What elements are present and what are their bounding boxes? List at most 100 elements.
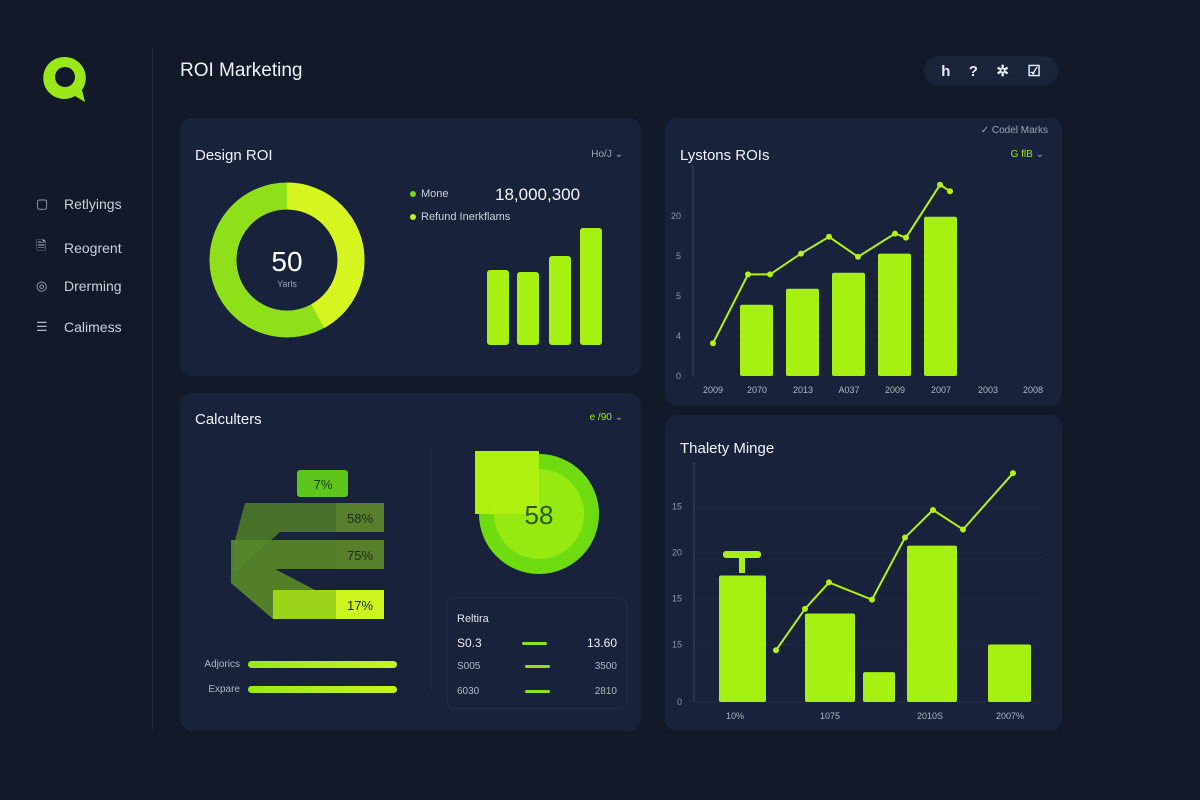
lystons-roi-card: ✓ Codel Marks Lystons ROIs G flB ⌄ 0 4 5 5 2… [665,118,1062,406]
funnel-label: 75% [347,548,373,563]
y-tick-label: 15 [672,502,682,512]
trend-line [712,183,951,344]
mini-bar [487,270,509,345]
x-tick-label: A037 [838,385,859,395]
trend-line [524,690,550,693]
funnel-label: 17% [347,598,373,613]
settings-icon[interactable]: ✲ [996,63,1009,80]
returns-right: 3500 [594,661,617,672]
bar [988,644,1031,702]
funnel-chart: 7% 58% 75% 17% [231,470,384,619]
bar-cap [739,555,745,573]
returns-row: S005 3500 [457,661,617,672]
donut-segment-secondary [209,182,365,338]
data-point [773,647,779,654]
bar [878,253,911,376]
x-tick-label: 2070 [747,385,767,395]
h-icon[interactable]: h [941,62,951,80]
sidebar-item-0[interactable]: ▢ Retlyings [36,196,122,212]
bar [786,288,819,376]
funnel-label: 58% [347,511,373,526]
message-icon[interactable]: ☑ [1027,63,1041,80]
toolbar: h ? ✲ ☑ [924,56,1058,86]
x-tick-label: 2008 [1023,385,1043,395]
page-title: ROI Marketing [180,60,303,81]
help-icon[interactable]: ? [968,62,978,80]
bar-cap [723,551,761,558]
x-tick-label: 2003 [978,385,998,395]
trend-line [775,472,1014,651]
data-point [826,579,832,586]
sidebar-item-label: Retlyings [64,196,122,212]
returns-right: 13.60 [586,636,617,650]
returns-row: 6030 2810 [457,686,617,697]
bar [740,304,773,376]
progress-label: Expare [208,684,240,695]
returns-title: Reltira [457,613,489,625]
data-point [892,230,898,237]
trend-line [525,665,551,668]
donut-label: Yarls [277,279,297,289]
x-tick-label: 2013 [793,385,813,395]
search-circle-icon: ◎ [36,278,48,293]
returns-row: S0.3 13.60 [457,636,617,650]
funnel-step [297,470,348,497]
y-tick-label: 5 [676,251,681,261]
x-tick-label: 1075 [820,711,840,721]
bar [863,672,895,702]
lystons-chart: 0 4 5 5 20 2009 2070 2013 A037 2009 2007 2003 2008 [671,166,1047,395]
sidebar-item-2[interactable]: ◎ Drerming [36,278,122,294]
sidebar-item-1[interactable]: 🗎 Reogrent [36,237,122,259]
x-tick-label: 2009 [885,385,905,395]
sidebar-divider [152,48,153,730]
total-value: 18,000,300 [495,185,581,204]
logo-icon [43,56,86,102]
trend-line [521,641,547,645]
list-icon: ☰ [36,319,48,334]
card-title: Design ROI [195,147,273,164]
thalety-card: Thalety Minge 0 15 15 20 15 10% 1075 2010S 2007% [665,415,1062,731]
progress-row: Adjorics [198,659,397,670]
mini-bar-chart [487,228,602,345]
bar [719,575,766,702]
period-dropdown[interactable]: Ho/J ⌄ [591,149,623,160]
data-point [798,250,804,257]
pie-chart: 58 [475,451,599,574]
data-point [937,181,943,188]
x-tick-label: 2010S [917,711,943,721]
progress-label: Adjorics [204,659,240,670]
progress-bar [248,686,397,693]
filter-dropdown[interactable]: e /90 ⌄ [589,412,623,423]
data-point [947,188,953,195]
data-point [710,340,716,347]
y-tick-label: 4 [676,331,681,341]
sidebar-item-3[interactable]: ☰ Calimess [36,319,122,335]
legend-item: Mone [410,188,449,200]
mini-bar [580,228,602,345]
donut-value: 50 [271,246,302,277]
y-tick-label: 20 [672,548,682,558]
y-tick-label: 0 [677,697,682,707]
donut-chart: 50 Yarls [209,182,365,338]
funnel-step [336,503,384,532]
data-point [902,534,908,541]
y-tick-label: 0 [676,371,681,381]
sidebar-item-label: Reogrent [64,240,122,256]
bar [832,272,865,376]
data-point [903,234,909,241]
card-title: Lystons ROIs [680,147,770,164]
y-tick-label: 15 [672,594,682,604]
funnel-label: 7% [314,477,333,492]
legend-item: Refund Inerkflams [410,211,510,223]
progress-row: Expare [198,684,397,695]
control-marks-toggle[interactable]: ✓ Codel Marks [980,125,1048,136]
progress-bar [248,661,397,668]
data-point [1010,470,1016,477]
returns-right: 2810 [594,686,617,697]
sidebar-item-label: Calimess [64,319,122,335]
funnel-step [336,540,384,569]
clipboard-icon: ▢ [36,196,49,211]
card-title: Thalety Minge [680,440,775,457]
y-tick-label: 15 [672,640,682,650]
filter-dropdown[interactable]: G flB ⌄ [1010,149,1044,160]
